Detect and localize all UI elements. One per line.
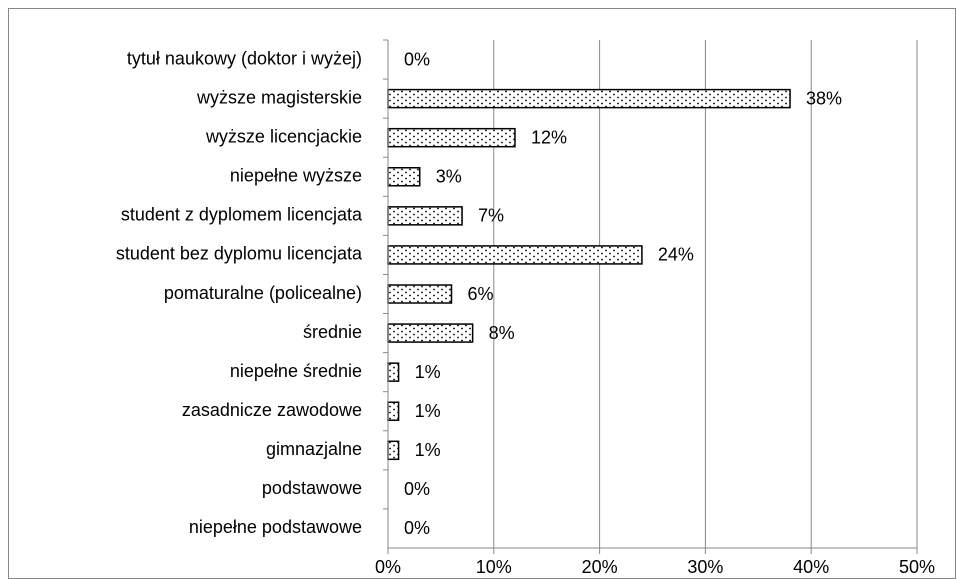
bar (387, 362, 400, 382)
bar (387, 440, 400, 461)
x-tick-label: 50% (899, 557, 935, 577)
bar (387, 245, 643, 265)
data-label: 24% (658, 245, 694, 265)
data-label: 1% (415, 401, 441, 421)
bar (387, 127, 516, 148)
x-tick-label: 10% (476, 557, 512, 577)
data-label: 38% (806, 88, 842, 108)
y-tick-label: student z dyplomem licencjata (121, 205, 363, 225)
data-label: 0% (404, 518, 430, 538)
bar (387, 167, 421, 187)
bar (387, 206, 463, 226)
data-label: 0% (404, 479, 430, 499)
bar (387, 88, 791, 109)
y-tick-label: wyższe licencjackie (205, 126, 362, 146)
bar (387, 323, 474, 343)
x-tick-label: 40% (793, 557, 829, 577)
y-tick-label: tytuł naukowy (doktor i wyżej) (127, 48, 362, 68)
y-tick-label: wyższe magisterskie (196, 87, 362, 107)
y-tick-label: średnie (303, 322, 362, 342)
data-label: 7% (478, 206, 504, 226)
bar (387, 401, 400, 421)
x-tick-label: 30% (687, 557, 723, 577)
bar (387, 284, 453, 304)
data-label: 8% (489, 323, 515, 343)
y-tick-label: niepełne średnie (230, 361, 362, 381)
x-tick-label: 20% (582, 557, 618, 577)
data-label: 3% (436, 167, 462, 187)
y-tick-label: niepełne podstawowe (189, 517, 362, 537)
y-tick-label: student bez dyplomu licencjata (116, 244, 363, 264)
y-tick-label: pomaturalne (policealne) (164, 283, 362, 303)
x-tick-label: 0% (375, 557, 401, 577)
y-tick-label: zasadnicze zawodowe (182, 400, 362, 420)
data-label: 0% (404, 49, 430, 69)
data-label: 12% (531, 127, 567, 147)
y-tick-label: podstawowe (262, 478, 362, 498)
data-label: 1% (415, 362, 441, 382)
y-tick-label: niepełne wyższe (230, 166, 362, 186)
y-tick-label: gimnazjalne (266, 439, 362, 459)
data-label: 6% (467, 284, 493, 304)
data-label: 1% (415, 440, 441, 460)
